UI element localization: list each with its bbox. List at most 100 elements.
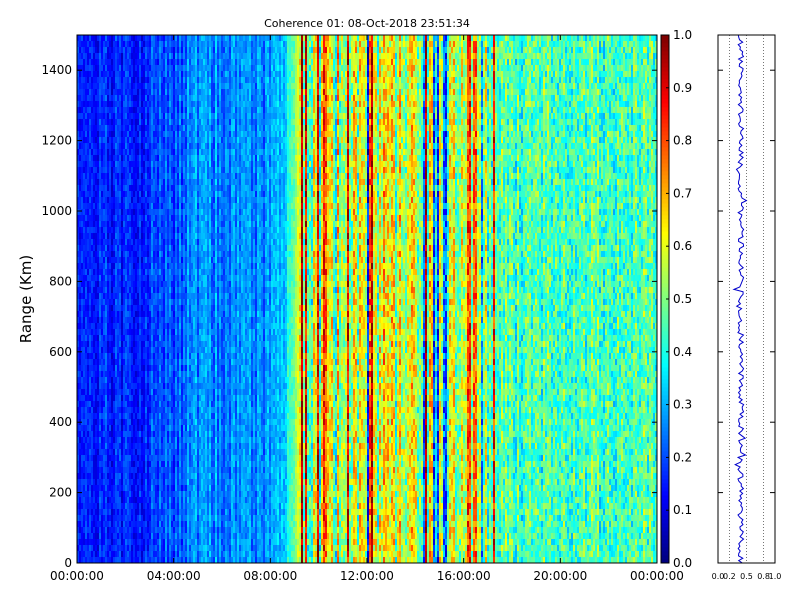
- heatmap-cell: [85, 521, 87, 527]
- heatmap-cell: [155, 509, 157, 515]
- heatmap-cell: [147, 101, 149, 107]
- heatmap-cell: [103, 467, 105, 473]
- heatmap-cell: [103, 203, 105, 209]
- heatmap-cell: [149, 59, 151, 65]
- heatmap-cell: [81, 335, 83, 341]
- heatmap-cell: [91, 335, 93, 341]
- heatmap-cell: [123, 497, 125, 503]
- heatmap-cell: [123, 509, 125, 515]
- heatmap-cell: [129, 515, 131, 521]
- heatmap-cell: [117, 305, 119, 311]
- heatmap-cell: [87, 89, 89, 95]
- heatmap-cell: [147, 551, 149, 557]
- heatmap-cell: [131, 473, 133, 479]
- heatmap-cell: [111, 113, 113, 119]
- heatmap-cell: [87, 455, 89, 461]
- heatmap-cell: [107, 65, 109, 71]
- heatmap-cell: [117, 107, 119, 113]
- heatmap-cell: [99, 539, 101, 545]
- heatmap-cell: [147, 449, 149, 455]
- heatmap-cell: [139, 227, 141, 233]
- heatmap-cell: [93, 293, 95, 299]
- heatmap-cell: [103, 191, 105, 197]
- heatmap-cell: [131, 257, 133, 263]
- heatmap-cell: [139, 395, 141, 401]
- heatmap-cell: [129, 215, 131, 221]
- heatmap-cell: [105, 311, 107, 317]
- heatmap-cell: [83, 293, 85, 299]
- heatmap-cell: [117, 407, 119, 413]
- heatmap-cell: [117, 137, 119, 143]
- heatmap-cell: [131, 491, 133, 497]
- heatmap-cell: [153, 83, 155, 89]
- heatmap-cell: [83, 209, 85, 215]
- heatmap-cell: [105, 185, 107, 191]
- heatmap-cell: [139, 353, 141, 359]
- heatmap-cell: [113, 545, 115, 551]
- heatmap-cell: [103, 371, 105, 377]
- heatmap-cell: [123, 341, 125, 347]
- heatmap-cell: [85, 287, 87, 293]
- heatmap-cell: [113, 503, 115, 509]
- heatmap-cell: [99, 329, 101, 335]
- heatmap-cell: [131, 131, 133, 137]
- heatmap-cell: [139, 89, 141, 95]
- heatmap-cell: [119, 389, 121, 395]
- heatmap-cell: [151, 359, 153, 365]
- heatmap-cell: [129, 221, 131, 227]
- heatmap-cell: [131, 281, 133, 287]
- heatmap-cell: [149, 557, 151, 563]
- heatmap-cell: [149, 329, 151, 335]
- heatmap-cell: [135, 491, 137, 497]
- heatmap-cell: [147, 467, 149, 473]
- heatmap-cell: [123, 545, 125, 551]
- heatmap-cell: [139, 467, 141, 473]
- heatmap-cell: [149, 185, 151, 191]
- heatmap-cell: [143, 143, 145, 149]
- heatmap-cell: [85, 203, 87, 209]
- heatmap-cell: [135, 539, 137, 545]
- heatmap-cell: [137, 137, 139, 143]
- heatmap-cell: [135, 299, 137, 305]
- heatmap-cell: [139, 215, 141, 221]
- heatmap-cell: [139, 551, 141, 557]
- heatmap-cell: [145, 209, 147, 215]
- heatmap-cell: [155, 41, 157, 47]
- heatmap-cell: [123, 209, 125, 215]
- heatmap-cell: [149, 371, 151, 377]
- heatmap-cell: [117, 491, 119, 497]
- heatmap-cell: [149, 113, 151, 119]
- heatmap-cell: [107, 227, 109, 233]
- heatmap-cell: [145, 197, 147, 203]
- heatmap-cell: [111, 77, 113, 83]
- heatmap-cell: [125, 479, 127, 485]
- heatmap-cell: [93, 149, 95, 155]
- heatmap-cell: [109, 371, 111, 377]
- heatmap-cell: [141, 353, 143, 359]
- heatmap-cell: [145, 275, 147, 281]
- heatmap-cell: [125, 59, 127, 65]
- heatmap-cell: [95, 185, 97, 191]
- heatmap-cell: [85, 425, 87, 431]
- heatmap-cell: [109, 95, 111, 101]
- heatmap-cell: [131, 467, 133, 473]
- heatmap-cell: [113, 221, 115, 227]
- heatmap-cell: [141, 47, 143, 53]
- heatmap-cell: [113, 47, 115, 53]
- heatmap-cell: [155, 251, 157, 257]
- heatmap-cell: [111, 473, 113, 479]
- heatmap-cell: [99, 179, 101, 185]
- heatmap-cell: [107, 263, 109, 269]
- heatmap-cell: [143, 347, 145, 353]
- heatmap-cell: [115, 353, 117, 359]
- heatmap-cell: [147, 95, 149, 101]
- heatmap-cell: [103, 41, 105, 47]
- heatmap-cell: [83, 425, 85, 431]
- heatmap-cell: [137, 377, 139, 383]
- heatmap-cell: [139, 401, 141, 407]
- heatmap-cell: [83, 161, 85, 167]
- heatmap-cell: [109, 209, 111, 215]
- heatmap-cell: [87, 341, 89, 347]
- heatmap-cell: [117, 71, 119, 77]
- heatmap-cell: [111, 53, 113, 59]
